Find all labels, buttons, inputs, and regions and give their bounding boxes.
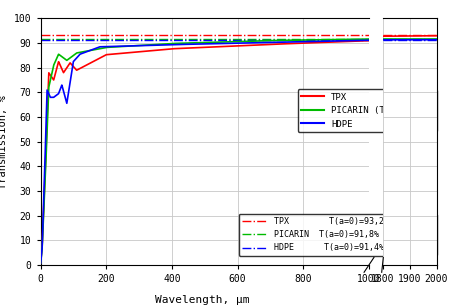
Text: Wavelength, μm: Wavelength, μm xyxy=(155,295,250,305)
Y-axis label: Transmission, %: Transmission, % xyxy=(0,95,8,188)
Legend: TPX        T(a=0)=93,2%  n=1,462, PICARIN  T(a=0)=91,8%  n=1,52, HDPE      T(a=0: TPX T(a=0)=93,2% n=1,462, PICARIN T(a=0)… xyxy=(239,214,437,256)
